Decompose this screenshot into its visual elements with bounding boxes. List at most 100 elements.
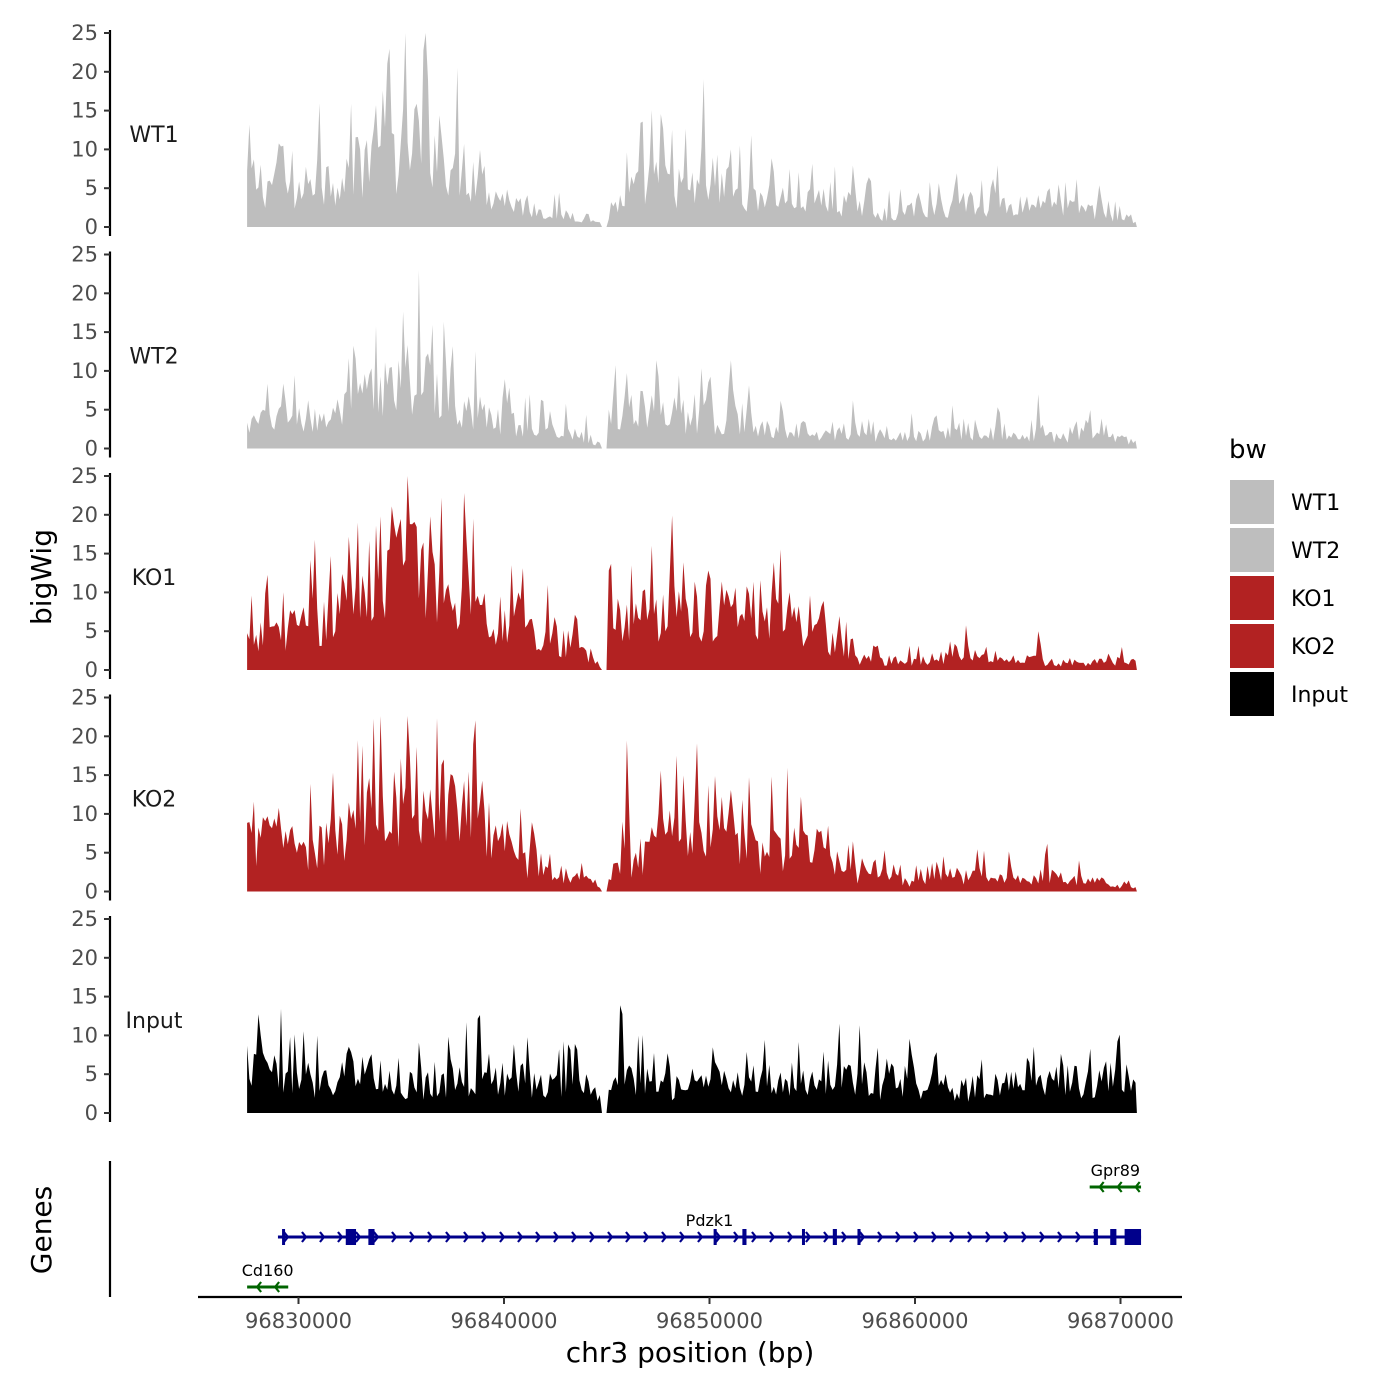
signal-area-wt1 — [247, 33, 1137, 227]
gene-exon — [368, 1229, 375, 1245]
x-tick-label: 96830000 — [245, 1309, 352, 1333]
strand-chevron — [273, 1281, 280, 1293]
gene-label: Pdzk1 — [686, 1211, 734, 1230]
legend-item-input: Input — [1230, 672, 1348, 716]
strand-chevron — [355, 1231, 362, 1243]
strand-chevron — [319, 1231, 326, 1243]
genes-axis-title: Genes — [25, 1186, 58, 1274]
legend-item-ko1: KO1 — [1230, 576, 1336, 620]
gene-exon — [801, 1229, 805, 1245]
strand-chevron — [841, 1231, 848, 1243]
strand-chevron — [949, 1231, 956, 1243]
bigwig-tracks: 0510152025WT10510152025WT20510152025KO10… — [71, 21, 1137, 1125]
strand-chevron — [481, 1231, 488, 1243]
y-tick-label: 15 — [71, 985, 98, 1009]
strand-chevron — [769, 1231, 776, 1243]
y-tick-label: 15 — [71, 99, 98, 123]
strand-chevron — [517, 1231, 524, 1243]
strand-chevron — [661, 1231, 668, 1243]
strand-chevron — [255, 1281, 262, 1293]
y-tick-label: 10 — [71, 580, 98, 604]
legend-label: WT2 — [1291, 539, 1340, 564]
strand-chevron — [697, 1231, 704, 1243]
track-label-wt1: WT1 — [129, 123, 178, 148]
gene-exon — [1093, 1229, 1098, 1245]
signal-area-input — [247, 1005, 1137, 1113]
x-axis: 96830000 96840000 96850000 96860000 96870000 — [198, 1295, 1182, 1333]
strand-chevron — [373, 1231, 380, 1243]
strand-chevron — [571, 1231, 578, 1243]
legend-swatch — [1230, 576, 1274, 620]
track-label-wt2: WT2 — [129, 345, 178, 370]
track-label-ko1: KO1 — [132, 566, 177, 591]
legend-swatch — [1230, 672, 1274, 716]
strand-chevron — [859, 1231, 866, 1243]
strand-chevron — [787, 1231, 794, 1243]
track-ko2: 0 5 10 15 20 25 KO2 — [71, 686, 1137, 904]
gene-pdzk1: Pdzk1 — [277, 1211, 1142, 1245]
legend-label: KO2 — [1291, 635, 1336, 660]
strand-chevron — [715, 1231, 722, 1243]
y-tick-label: 0 — [85, 1101, 98, 1125]
strand-chevron — [463, 1231, 470, 1243]
y-tick-label: 20 — [71, 946, 98, 970]
gene-exon — [1110, 1229, 1117, 1245]
x-tick-label: 96850000 — [656, 1309, 763, 1333]
strand-chevron — [823, 1231, 830, 1243]
strand-chevron — [1039, 1231, 1046, 1243]
strand-chevron — [589, 1231, 596, 1243]
strand-chevron — [733, 1231, 740, 1243]
strand-chevron — [427, 1231, 434, 1243]
y-tick-label: 20 — [71, 724, 98, 748]
strand-chevron — [1021, 1231, 1028, 1243]
strand-chevron — [1134, 1181, 1141, 1193]
gene-exon — [713, 1229, 717, 1245]
y-tick-label: 5 — [85, 619, 98, 643]
genes-panel: Gpr89 Pdzk1 Cd160 — [108, 1161, 1142, 1297]
gene-exon — [282, 1229, 286, 1245]
strand-chevron — [1057, 1231, 1064, 1243]
strand-chevron — [913, 1231, 920, 1243]
y-tick-label: 10 — [71, 137, 98, 161]
legend-item-wt1: WT1 — [1230, 480, 1340, 524]
y-tick-label: 5 — [85, 841, 98, 865]
y-tick-label: 10 — [71, 359, 98, 383]
legend-label: WT1 — [1291, 491, 1340, 516]
legend: bw WT1 WT2 KO1 KO2 Input — [1229, 435, 1348, 716]
gene-exon — [1124, 1229, 1142, 1245]
gene-exon — [857, 1229, 861, 1245]
gene-cd160: Cd160 — [242, 1261, 294, 1293]
y-tick-label: 25 — [71, 686, 98, 710]
strand-chevron — [337, 1231, 344, 1243]
gene-exon — [742, 1229, 747, 1245]
y-tick-label: 0 — [85, 658, 98, 682]
strand-chevron — [1098, 1181, 1105, 1193]
strand-chevron — [805, 1231, 812, 1243]
track-label-ko2: KO2 — [132, 788, 177, 813]
strand-chevron — [895, 1231, 902, 1243]
strand-chevron — [1075, 1231, 1082, 1243]
strand-chevron — [931, 1231, 938, 1243]
x-tick-label: 96860000 — [862, 1309, 969, 1333]
legend-label: Input — [1291, 683, 1348, 708]
strand-chevron — [445, 1231, 452, 1243]
y-axis-title: bigWig — [25, 529, 58, 625]
y-tick-label: 0 — [85, 437, 98, 461]
y-tick-label: 20 — [71, 281, 98, 305]
y-tick-label: 0 — [85, 215, 98, 239]
track-wt2: 0 5 10 15 20 25 WT2 — [71, 243, 1137, 461]
x-tick-label: 96870000 — [1067, 1309, 1174, 1333]
strand-chevron — [643, 1231, 650, 1243]
legend-item-wt2: WT2 — [1230, 528, 1340, 572]
y-tick-label: 25 — [71, 907, 98, 931]
strand-chevron — [499, 1231, 506, 1243]
strand-chevron — [1003, 1231, 1010, 1243]
strand-chevron — [301, 1231, 308, 1243]
y-tick-label: 10 — [71, 802, 98, 826]
gene-exon — [345, 1229, 357, 1245]
y-tick-label: 20 — [71, 60, 98, 84]
legend-items: WT1 WT2 KO1 KO2 Input — [1230, 480, 1348, 716]
signal-area-ko2 — [247, 716, 1137, 892]
legend-label: KO1 — [1291, 587, 1336, 612]
